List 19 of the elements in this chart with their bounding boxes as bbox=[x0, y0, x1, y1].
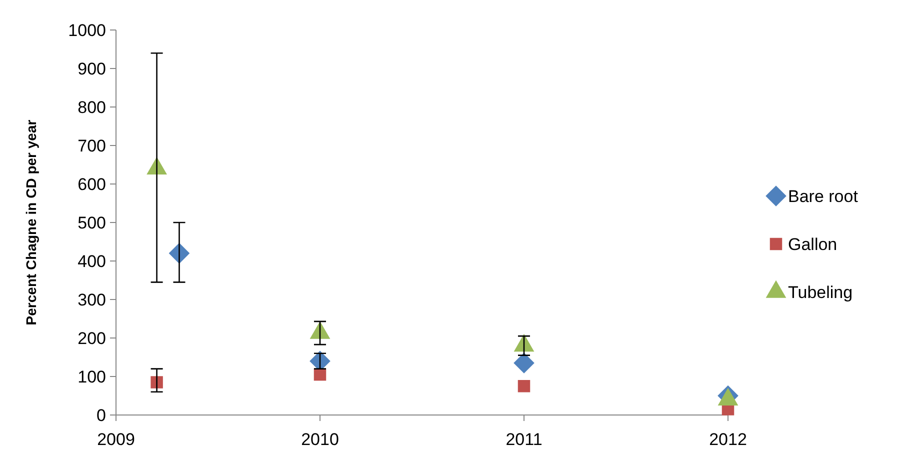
y-tick-label: 300 bbox=[78, 290, 106, 310]
x-tick-label: 2012 bbox=[709, 430, 747, 449]
y-tick-label: 700 bbox=[78, 136, 106, 156]
x-tick-label: 2010 bbox=[301, 430, 339, 449]
y-tick-label: 600 bbox=[78, 174, 106, 194]
x-tick-label: 2011 bbox=[506, 430, 542, 449]
y-axis-title: Percent Chagne in CD per year bbox=[23, 119, 39, 326]
legend-label: Tubeling bbox=[788, 282, 853, 302]
y-tick-label: 200 bbox=[78, 328, 106, 348]
y-tick-label: 400 bbox=[78, 252, 106, 271]
y-tick-label: 1000 bbox=[68, 20, 106, 40]
y-tick-label: 0 bbox=[96, 406, 106, 425]
x-tick-label: 2009 bbox=[97, 430, 135, 449]
y-tick-label: 900 bbox=[78, 59, 106, 78]
legend-label: Gallon bbox=[788, 234, 838, 254]
y-tick-label: 500 bbox=[78, 213, 106, 232]
legend-label: Bare root bbox=[788, 186, 858, 206]
y-tick-label: 100 bbox=[78, 367, 106, 386]
y-tick-label: 800 bbox=[78, 98, 106, 117]
